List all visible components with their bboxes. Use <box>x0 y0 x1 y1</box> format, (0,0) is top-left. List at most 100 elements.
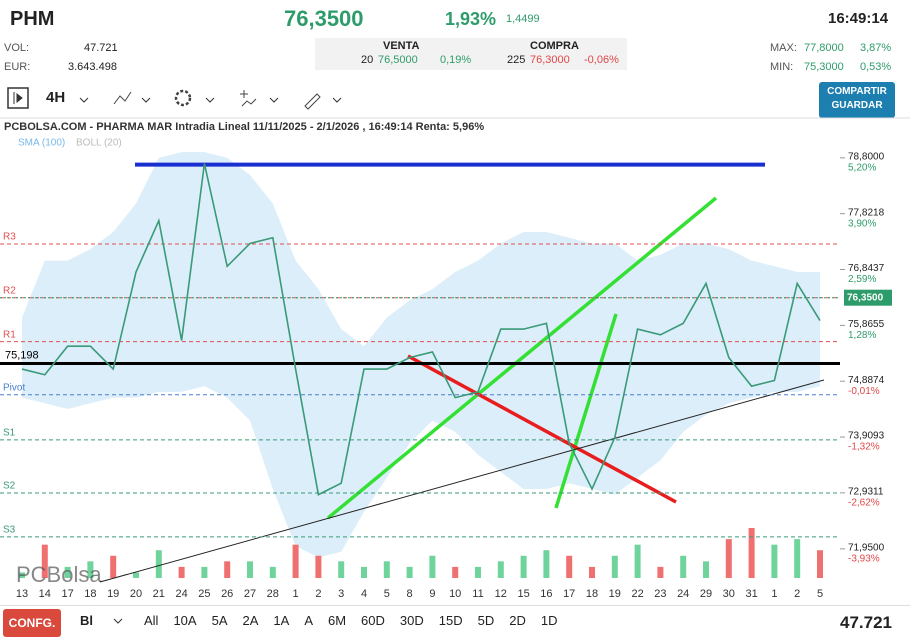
chart-type-icon[interactable] <box>113 91 132 105</box>
volume-bar <box>429 555 436 578</box>
y-tick-label: 78,8000 <box>848 151 885 162</box>
indicator-icon[interactable] <box>240 90 257 107</box>
volume-bar <box>589 566 595 578</box>
range-option[interactable]: 5D <box>477 613 495 628</box>
y-tick-pct: -2,62% <box>848 498 880 509</box>
toolbar-icons <box>7 87 342 110</box>
range-option[interactable]: 15D <box>438 613 463 628</box>
dropdown-arrows[interactable] <box>79 97 342 103</box>
trend-line-red <box>407 354 677 504</box>
trend-line-green <box>326 196 718 520</box>
range-option[interactable]: A <box>304 613 313 628</box>
volume-bar <box>566 555 573 578</box>
pivot-level-label: R3 <box>3 232 16 243</box>
volume-bar <box>794 539 801 578</box>
range-option[interactable]: 5A <box>211 613 228 628</box>
y-tick-pct: 5,20% <box>848 162 876 173</box>
y-tick-pct: 1,28% <box>848 330 876 341</box>
y-tick-pct: -0,01% <box>848 386 880 397</box>
mode-dropdown[interactable] <box>112 617 124 625</box>
x-tick-label: 9 <box>429 588 435 600</box>
x-tick-label: 11 <box>472 588 483 600</box>
x-tick-label: 20 <box>130 588 142 600</box>
symbol: PHM <box>10 8 55 30</box>
x-tick-label: 1 <box>293 588 299 600</box>
venta-label: VENTA <box>383 40 420 52</box>
volume-bar <box>361 566 367 578</box>
volume-bar <box>611 555 618 578</box>
share-save-button[interactable]: COMPARTIR GUARDAR <box>819 82 895 118</box>
volume-bar <box>110 555 117 578</box>
x-tick-label: 26 <box>221 588 233 600</box>
footer-volume: 47.721 <box>840 613 892 632</box>
volume-bar <box>383 561 390 578</box>
watermark: PCBolsa <box>16 562 102 587</box>
volume-bar <box>224 561 231 578</box>
max-label: MAX: <box>770 42 797 54</box>
panel-icon-arrow <box>13 92 23 104</box>
volume-bar <box>725 539 732 578</box>
volume-bar <box>41 544 48 578</box>
volume-bar <box>497 561 504 578</box>
change: 1,4499 <box>506 13 540 25</box>
range-option[interactable]: All <box>144 613 159 628</box>
mode-arrow <box>113 618 123 624</box>
x-tick-label: 2 <box>794 588 800 600</box>
min-label: MIN: <box>770 61 794 73</box>
pivot-level-label: S2 <box>3 481 16 492</box>
pivot-level-label: S3 <box>3 525 16 536</box>
venta-price: 76,5000 <box>378 54 418 66</box>
range-option[interactable]: 10A <box>173 613 197 628</box>
share[interactable]: COMPARTIR <box>827 86 887 97</box>
x-tick-label: 17 <box>61 588 73 600</box>
pivot-level-label: R2 <box>3 285 16 296</box>
min-price: 75,3000 <box>804 61 844 73</box>
x-tick-label: 22 <box>631 588 643 600</box>
volume-bar <box>452 566 459 578</box>
volume-bar <box>315 555 322 578</box>
time: 16:49:14 <box>828 10 889 27</box>
x-tick-label: 3 <box>338 588 344 600</box>
volume-bar <box>201 566 208 578</box>
mode[interactable]: Bl <box>80 613 93 628</box>
range-option[interactable]: 30D <box>399 613 424 628</box>
range-option[interactable]: 1A <box>273 613 290 628</box>
volume-bar <box>817 550 823 578</box>
volume-bar <box>178 566 185 578</box>
compra-pct: -0,06% <box>584 54 619 66</box>
y-tick-pct: 3,90% <box>848 218 876 229</box>
volume-bar <box>634 544 641 578</box>
x-tick-label: 16 <box>540 588 552 600</box>
interval[interactable]: 4H <box>46 89 66 106</box>
max-pct: 3,87% <box>860 42 892 54</box>
volume-bar <box>680 555 687 578</box>
x-tick-label: 4 <box>361 588 367 600</box>
range-option[interactable]: 1D <box>540 613 558 628</box>
volume-bar <box>771 544 778 578</box>
range-option[interactable]: 2A <box>242 613 259 628</box>
x-tick-label: 14 <box>39 588 51 600</box>
config-button[interactable]: CONFG. <box>3 609 61 637</box>
settings-icon[interactable] <box>174 89 192 107</box>
venta-pct: 0,19% <box>440 54 472 66</box>
x-tick-label: 5 <box>384 588 390 600</box>
panel-icon[interactable] <box>7 87 29 109</box>
volume-bar <box>155 550 162 578</box>
x-tick-label: 29 <box>700 588 712 600</box>
compra-price: 76,3000 <box>530 54 570 66</box>
save[interactable]: GUARDAR <box>831 100 883 111</box>
range-option[interactable]: 6M <box>327 613 347 628</box>
x-tick-label: 21 <box>153 588 165 600</box>
volume-bar <box>292 544 299 578</box>
eur: 3.643.498 <box>68 61 117 73</box>
volume-bar <box>64 566 71 578</box>
range-option[interactable]: 60D <box>361 613 385 628</box>
range-option[interactable]: 2D <box>509 613 526 628</box>
max-price: 77,8000 <box>804 42 844 54</box>
pivot-level-label: Pivot <box>3 382 25 393</box>
pivot-level-label: R1 <box>3 329 16 340</box>
y-tick-label: 74,8874 <box>848 375 885 386</box>
draw-icon[interactable] <box>304 93 321 110</box>
y-tick-label: 75,8655 <box>848 319 885 330</box>
